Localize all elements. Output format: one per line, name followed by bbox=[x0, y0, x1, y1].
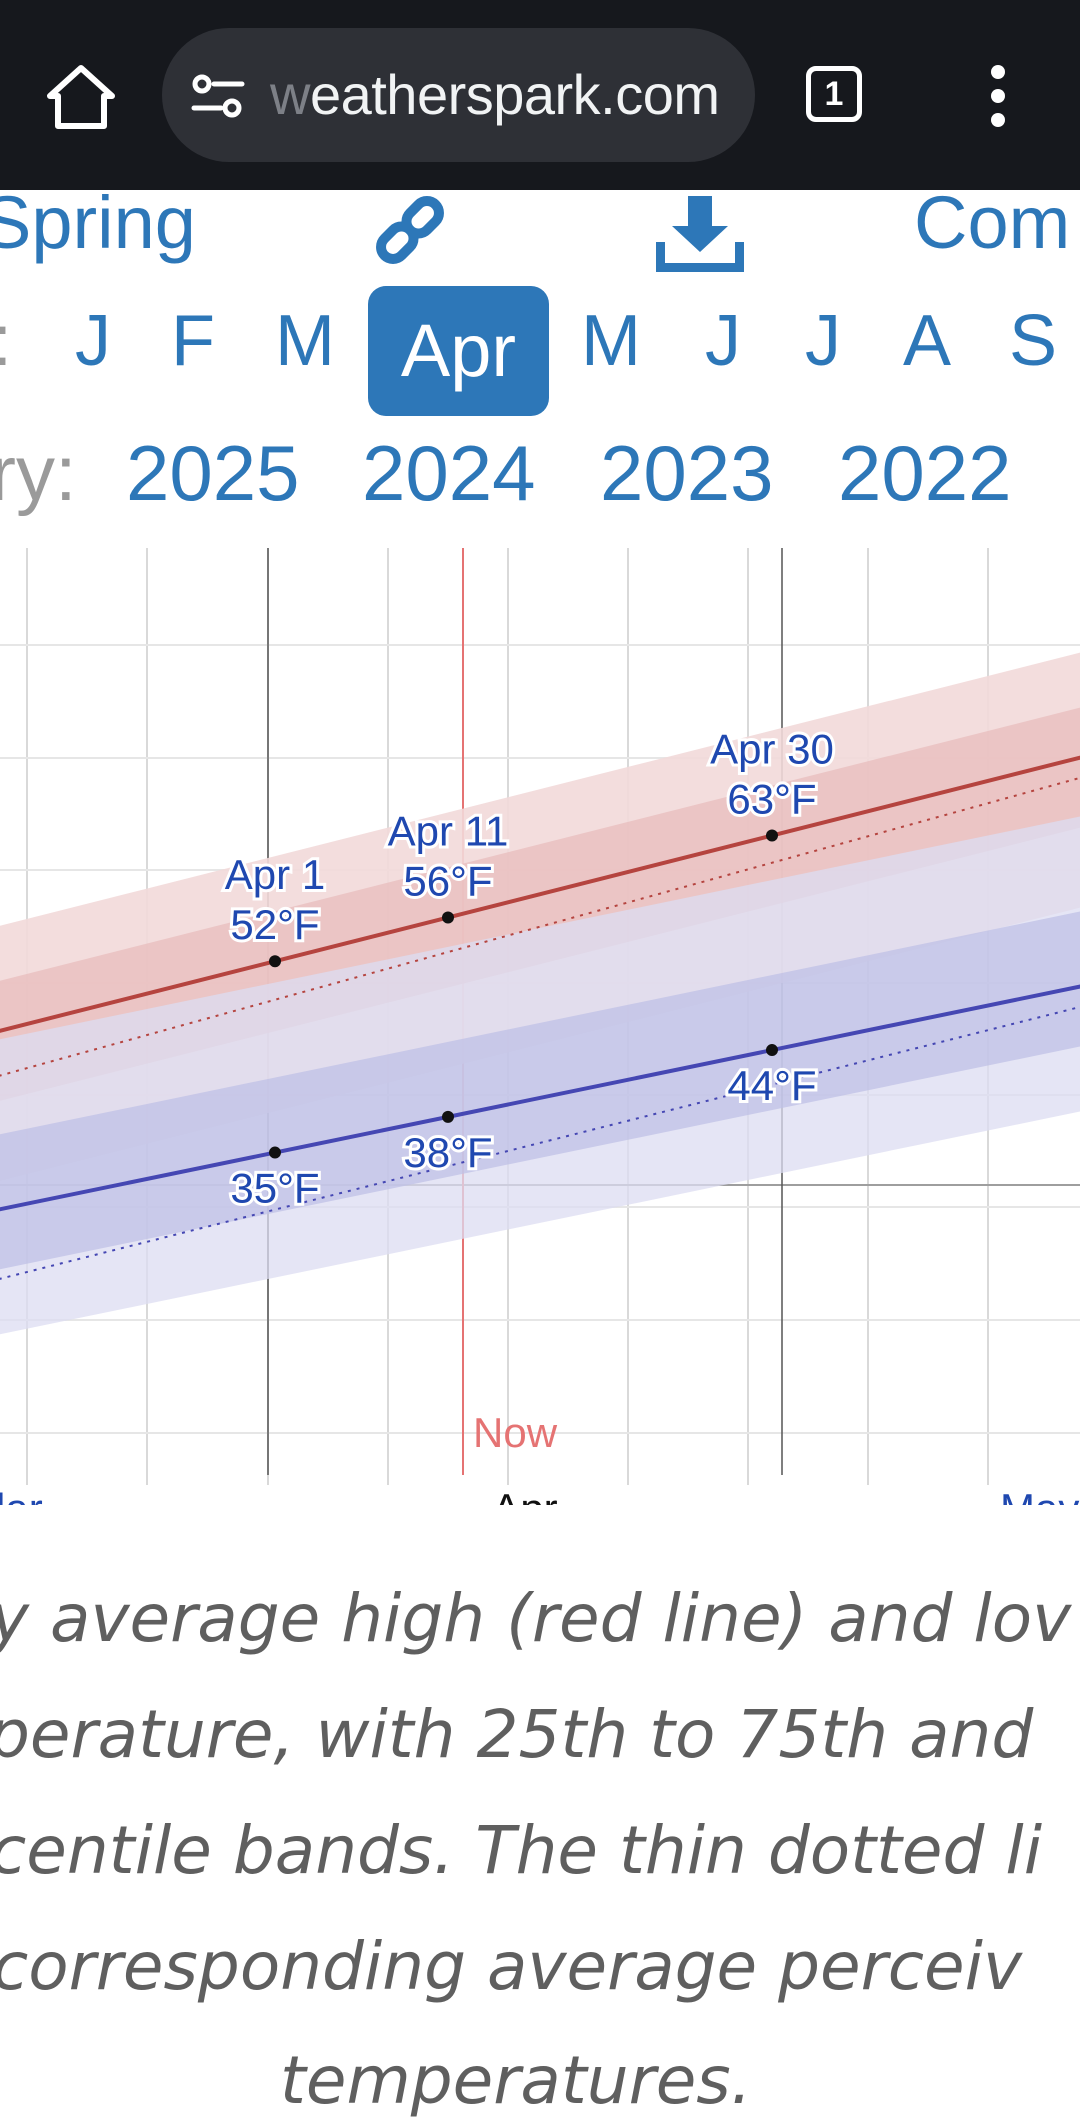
annotation-high-temp-3: 63°F bbox=[727, 776, 816, 823]
address-bar[interactable]: weatherspark.com bbox=[162, 28, 755, 162]
compare-label[interactable]: Com bbox=[914, 181, 1071, 264]
data-point-low-3 bbox=[766, 1044, 778, 1057]
month-sep[interactable]: S bbox=[1008, 301, 1058, 381]
low-band-inner bbox=[0, 911, 1080, 1270]
browser-toolbar: weatherspark.com 1 bbox=[0, 0, 1080, 190]
year-2024[interactable]: 2024 bbox=[362, 429, 536, 517]
tab-switcher-icon[interactable]: 1 bbox=[806, 66, 862, 122]
year-2025[interactable]: 2025 bbox=[126, 429, 300, 517]
chart-markers bbox=[269, 829, 778, 1159]
x-tick-label-2: Apr bbox=[492, 1485, 557, 1505]
caption-line-5: temperatures. bbox=[280, 2042, 752, 2119]
month-jun[interactable]: J bbox=[705, 301, 741, 381]
site-settings-icon[interactable] bbox=[190, 68, 246, 124]
month-may[interactable]: M bbox=[581, 301, 641, 381]
year-2023[interactable]: 2023 bbox=[600, 429, 774, 517]
url-domain: eatherspark.com bbox=[309, 63, 720, 126]
data-point-high-1 bbox=[269, 955, 281, 968]
x-tick-label-3: May bbox=[1000, 1485, 1079, 1505]
data-point-low-2 bbox=[442, 1110, 454, 1123]
link-icon[interactable] bbox=[368, 188, 452, 272]
month-feb[interactable]: F bbox=[171, 301, 215, 381]
caption-line-1: y average high (red line) and lov bbox=[0, 1580, 1072, 1657]
high-line bbox=[0, 755, 1080, 1033]
annotation-low-temp-3: 44°F bbox=[727, 1062, 816, 1109]
annotation-date-2: Apr 11 bbox=[388, 807, 509, 854]
more-vert-icon[interactable] bbox=[978, 62, 1018, 130]
annotation-low-temp-1: 35°F bbox=[230, 1165, 319, 1212]
month-mar[interactable]: M bbox=[275, 301, 335, 381]
annotation-date-1: Apr 1 bbox=[225, 851, 325, 898]
temperature-lines bbox=[0, 755, 1080, 1280]
download-icon[interactable] bbox=[656, 192, 744, 272]
low-feels-like-line bbox=[0, 1005, 1080, 1280]
month-jan[interactable]: J bbox=[75, 301, 111, 381]
caption-line-4: corresponding average perceiv bbox=[0, 1928, 1023, 2005]
url-faded-prefix: w bbox=[270, 63, 310, 126]
annotation-high-temp-1: 52°F bbox=[230, 901, 319, 948]
caption-line-3: centile bands. The thin dotted li bbox=[0, 1812, 1043, 1889]
season-label[interactable]: Spring bbox=[0, 181, 196, 264]
year-2022[interactable]: 2022 bbox=[838, 429, 1012, 517]
month-row-label: : bbox=[0, 300, 12, 382]
home-icon[interactable] bbox=[42, 58, 120, 136]
month-jul[interactable]: J bbox=[805, 301, 841, 381]
annotation-low-temp-2: 38°F bbox=[403, 1129, 492, 1176]
caption-line-2: perature, with 25th to 75th and bbox=[0, 1696, 1034, 1773]
data-point-high-2 bbox=[442, 911, 454, 924]
annotation-high-temp-2: 56°F bbox=[403, 857, 492, 904]
data-point-low-1 bbox=[269, 1146, 281, 1159]
high-feels-like-line bbox=[0, 776, 1080, 1077]
month-aug[interactable]: A bbox=[902, 301, 952, 381]
url-text: weatherspark.com bbox=[270, 62, 720, 127]
now-label: Now bbox=[473, 1409, 558, 1456]
x-tick-label-1: lar bbox=[0, 1485, 43, 1505]
low-line bbox=[0, 984, 1080, 1212]
history-row-label: ry: bbox=[0, 429, 77, 517]
month-apr-selected[interactable]: Apr bbox=[368, 286, 549, 416]
temperature-bands bbox=[0, 652, 1080, 1335]
annotation-date-3: Apr 30 bbox=[710, 726, 834, 773]
data-point-high-3 bbox=[766, 829, 778, 842]
